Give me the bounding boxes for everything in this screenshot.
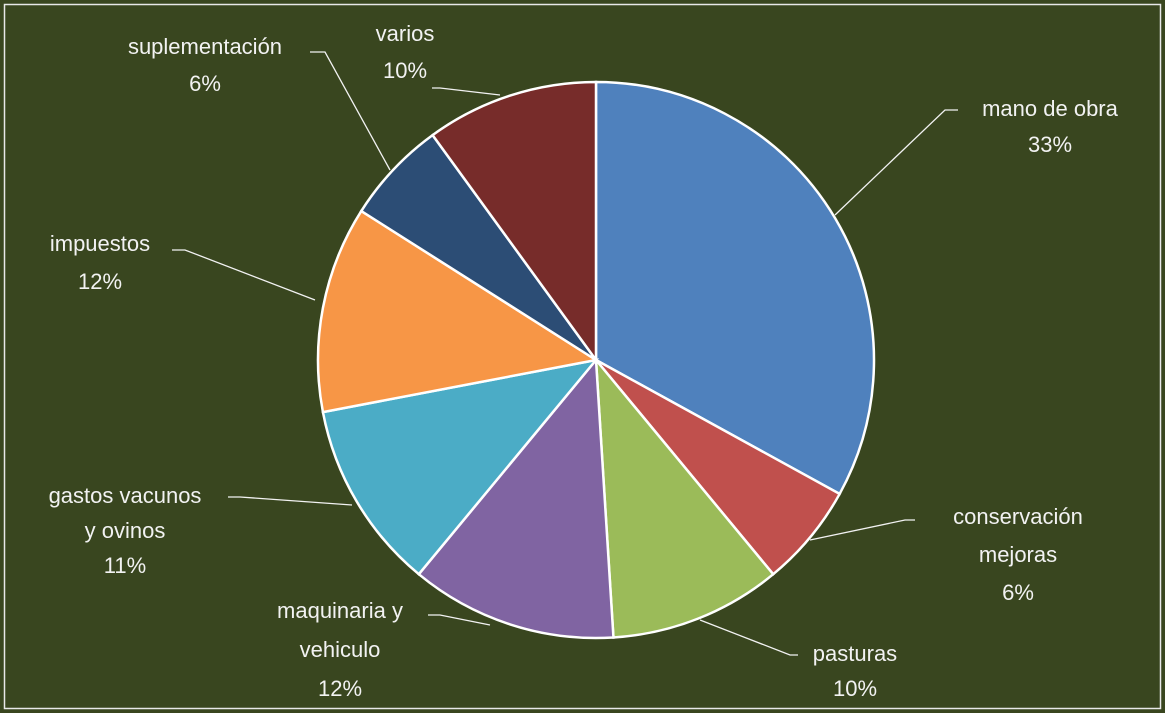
data-label-value: 33% — [1028, 132, 1072, 157]
data-label-value: 11% — [104, 553, 146, 578]
data-label-name: conservación — [953, 504, 1083, 529]
data-label-name: mejoras — [979, 542, 1057, 567]
data-label-name: suplementación — [128, 34, 282, 59]
data-label-value: 12% — [78, 269, 122, 294]
data-label-name: mano de obra — [982, 96, 1119, 121]
data-label-name: maquinaria y — [277, 598, 403, 623]
pie-slice — [321, 358, 600, 576]
leader-line — [809, 519, 915, 541]
pie-slice — [316, 209, 600, 414]
pie-slice — [430, 80, 598, 364]
pie-slice — [594, 356, 775, 639]
data-label-name: varios — [376, 21, 435, 46]
leader-line — [432, 87, 501, 96]
data-label-value: 6% — [1002, 580, 1034, 605]
pie-slice — [594, 80, 876, 496]
data-label-value: 12% — [318, 676, 362, 701]
leader-line — [310, 51, 391, 171]
data-label-name: gastos vacunos — [49, 483, 202, 508]
data-label-value: 10% — [833, 676, 877, 701]
chart-border — [3, 3, 1162, 710]
leader-line — [172, 249, 316, 301]
leader-line — [834, 109, 958, 216]
data-label-name: y ovinos — [85, 518, 166, 543]
data-label-value: 6% — [189, 71, 221, 96]
data-label-value: 10% — [383, 58, 427, 83]
data-label-name: vehiculo — [300, 637, 381, 662]
data-label-name: impuestos — [50, 231, 150, 256]
leader-line — [699, 619, 798, 656]
pie-slice — [417, 356, 615, 640]
leader-line — [228, 496, 353, 506]
leader-line — [428, 614, 491, 626]
data-label-name: pasturas — [813, 641, 897, 666]
